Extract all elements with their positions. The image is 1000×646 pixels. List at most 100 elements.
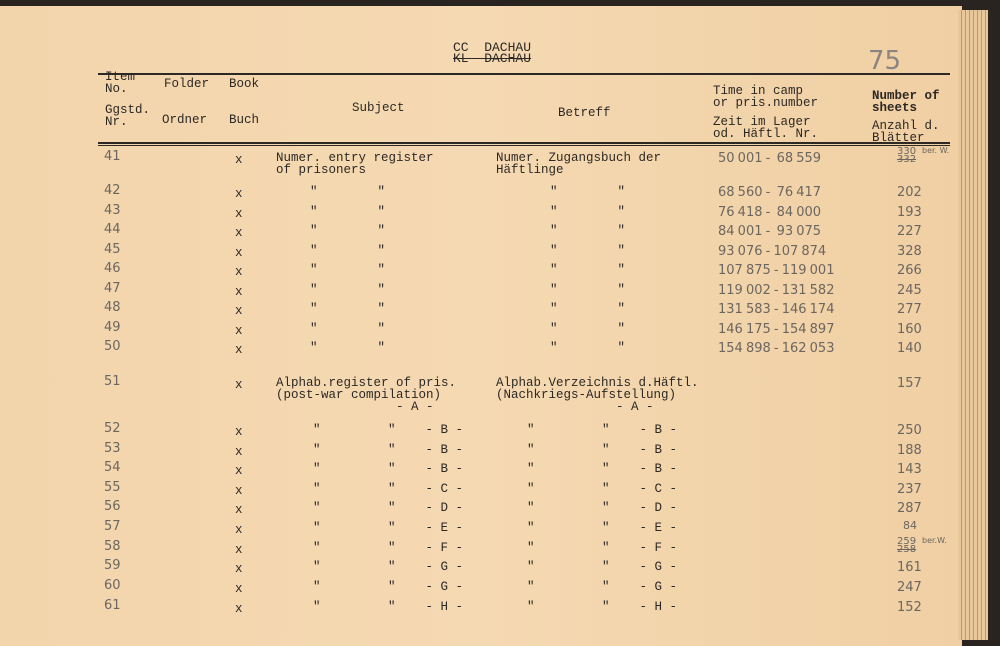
book-mark: x	[235, 378, 243, 392]
book-mark: x	[235, 602, 243, 616]
betreff-cell: " " - F -	[527, 541, 678, 555]
prisoner-number-range: 146 175 - 154 897	[718, 322, 835, 337]
header-subject: Subject	[352, 101, 405, 115]
subject-cell: " "	[310, 322, 386, 336]
header-sheets-en: Number of sheets	[872, 89, 940, 115]
sheets-count-struck: 332	[897, 154, 917, 165]
subject-cell: " " - B -	[313, 443, 464, 457]
betreff-cell: " "	[550, 244, 626, 258]
header-sheets-de: Anzahl d. Blätter	[872, 119, 940, 145]
book-mark: x	[235, 543, 243, 557]
book-mark: x	[235, 503, 243, 517]
item-number: 52	[104, 421, 121, 436]
sheets-count: 202	[897, 185, 922, 200]
book-mark: x	[235, 153, 243, 167]
betreff-cell: " "	[550, 205, 626, 219]
betreff-cell: " " - H -	[527, 600, 678, 614]
document-page: CC DACHAU KL DACHAU 75 Item No. Folder B…	[0, 6, 962, 646]
title-line-1: CC DACHAU	[453, 40, 532, 55]
sheets-count: 259	[897, 536, 917, 547]
prisoner-number-range: 76 418 - 84 000	[718, 205, 822, 220]
subject-cell: Alphab.register of pris. (post-war compi…	[276, 376, 457, 414]
sheets-count: 245	[897, 283, 922, 298]
sheets-count: 227	[897, 224, 922, 239]
subject-cell: " " - B -	[313, 462, 464, 476]
book-mark: x	[235, 523, 243, 537]
book-mark: x	[235, 207, 243, 221]
betreff-cell: " " - B -	[527, 443, 678, 457]
sheets-note: ber. W.	[922, 146, 950, 155]
header-folder-en: Folder	[164, 77, 210, 91]
subject-cell: " "	[310, 283, 386, 297]
book-mark: x	[235, 226, 243, 240]
book-mark: x	[235, 582, 243, 596]
item-number: 61	[104, 598, 121, 613]
sheets-count: 157	[897, 376, 922, 391]
subject-cell: " " - H -	[313, 600, 464, 614]
betreff-cell: " " - G -	[527, 560, 678, 574]
prisoner-number-range: 119 002 - 131 582	[718, 283, 835, 298]
item-number: 46	[104, 261, 121, 276]
item-number: 56	[104, 499, 121, 514]
subject-cell: " " - B -	[313, 423, 464, 437]
item-number: 49	[104, 320, 121, 335]
item-number: 50	[104, 339, 121, 354]
betreff-cell: Numer. Zugangsbuch der Häftlinge	[496, 151, 662, 177]
subject-cell: " " - D -	[313, 501, 464, 515]
book-mark: x	[235, 425, 243, 439]
item-number: 45	[104, 242, 121, 257]
sheets-count: 140	[897, 341, 922, 356]
subject-cell: Numer. entry register of prisoners	[276, 151, 434, 177]
subject-cell: " "	[310, 341, 386, 355]
betreff-cell: Alphab.Verzeichnis d.Häftl. (Nachkriegs-…	[496, 376, 699, 414]
header-item-de: Ggstd. Nr.	[105, 103, 151, 129]
subject-cell: " "	[310, 185, 386, 199]
header-betreff: Betreff	[558, 106, 611, 120]
prisoner-number-range: 68 560 - 76 417	[718, 185, 822, 200]
book-mark: x	[235, 343, 243, 357]
book-mark: x	[235, 562, 243, 576]
sheets-count: 152	[897, 600, 922, 615]
sheets-count: 188	[897, 443, 922, 458]
subject-cell: " "	[310, 302, 386, 316]
header-item-en: Item No.	[105, 70, 136, 96]
sheets-count: 250	[897, 423, 922, 438]
betreff-cell: " "	[550, 341, 626, 355]
subject-cell: " "	[310, 263, 386, 277]
header-folder-de: Ordner	[162, 113, 208, 127]
sheets-count: 237	[897, 482, 922, 497]
book-mark: x	[235, 445, 243, 459]
item-number: 48	[104, 300, 121, 315]
item-number: 58	[104, 539, 121, 554]
header-book-en: Book	[229, 77, 260, 91]
subject-cell: " " - G -	[313, 560, 464, 574]
subject-cell: " " - C -	[313, 482, 464, 496]
sheets-count: 84	[903, 519, 917, 532]
item-number: 60	[104, 578, 121, 593]
prisoner-number-range: 50 001 - 68 559	[718, 151, 822, 166]
prisoner-number-range: 93 076 - 107 874	[718, 244, 827, 259]
item-number: 47	[104, 281, 121, 296]
betreff-cell: " " - B -	[527, 462, 678, 476]
sheets-count-struck: 258	[897, 544, 917, 555]
betreff-cell: " " - B -	[527, 423, 678, 437]
subject-cell: " "	[310, 244, 386, 258]
subject-cell: " " - F -	[313, 541, 464, 555]
subject-cell: " "	[310, 205, 386, 219]
item-number: 41	[104, 149, 121, 164]
item-number: 51	[104, 374, 121, 389]
book-mark: x	[235, 246, 243, 260]
item-number: 55	[104, 480, 121, 495]
item-number: 54	[104, 460, 121, 475]
sheets-note: ber.W.	[922, 536, 947, 545]
sheets-count: 266	[897, 263, 922, 278]
sheets-count: 143	[897, 462, 922, 477]
book-mark: x	[235, 265, 243, 279]
item-number: 42	[104, 183, 121, 198]
item-number: 43	[104, 203, 121, 218]
sheets-count: 330	[897, 146, 917, 157]
sheets-count: 161	[897, 560, 922, 575]
sheets-count: 328	[897, 244, 922, 259]
book-mark: x	[235, 484, 243, 498]
header-time-de: Zeit im Lager od. Häftl. Nr.	[713, 115, 819, 141]
